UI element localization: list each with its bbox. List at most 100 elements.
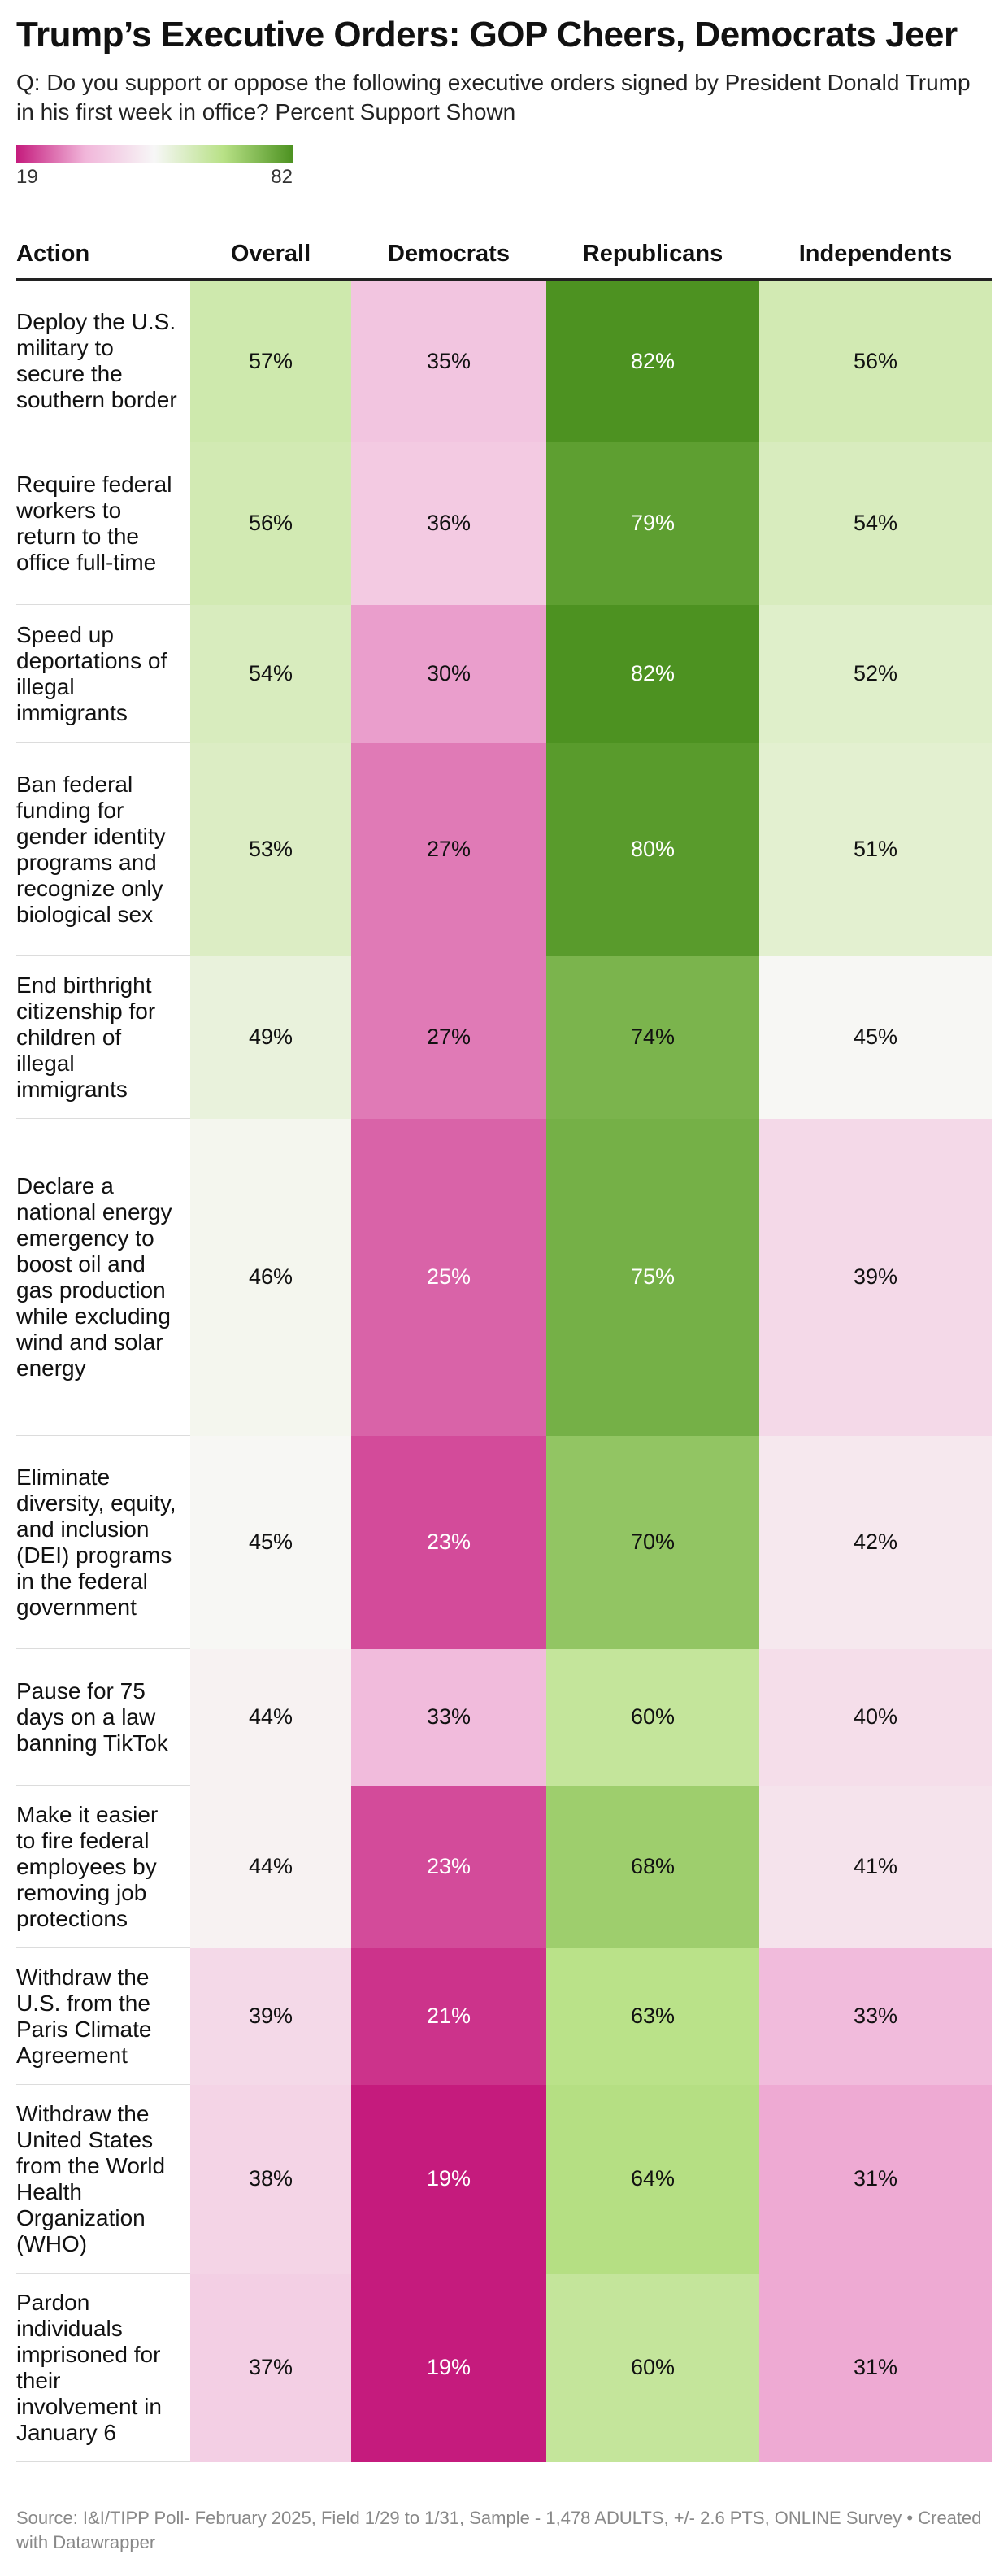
cell-value: 23% <box>426 1530 471 1554</box>
heat-cell-democrats: 36% <box>351 442 546 605</box>
heat-cell-independents: 39% <box>759 1118 992 1436</box>
heat-cell-overall: 53% <box>190 742 351 956</box>
heat-cell-democrats: 35% <box>351 279 546 442</box>
cell-value: 25% <box>426 1264 471 1289</box>
cell-value: 33% <box>853 2004 898 2028</box>
table-row: Eliminate diversity, equity, and inclusi… <box>16 1435 992 1649</box>
table-row: End birthright citizenship for children … <box>16 955 992 1119</box>
heat-cell-democrats: 27% <box>351 955 546 1119</box>
heat-cell-overall: 38% <box>190 2084 351 2274</box>
legend-max-label: 82 <box>271 166 293 188</box>
cell-value: 44% <box>248 1704 293 1729</box>
cell-value: 60% <box>630 2355 676 2379</box>
heat-cell-republicans: 60% <box>546 1648 759 1786</box>
heat-cell-democrats: 23% <box>351 1435 546 1649</box>
cell-value: 37% <box>248 2355 293 2379</box>
heat-cell-overall: 44% <box>190 1785 351 1948</box>
row-action-label: Eliminate diversity, equity, and inclusi… <box>16 1435 190 1649</box>
cell-value: 53% <box>248 837 293 861</box>
heat-cell-independents: 33% <box>759 1947 992 2085</box>
table-body: Deploy the U.S. military to secure the s… <box>16 279 992 2462</box>
heat-cell-overall: 46% <box>190 1118 351 1436</box>
cell-value: 60% <box>630 1704 676 1729</box>
cell-value: 68% <box>630 1854 676 1878</box>
heat-cell-republicans: 82% <box>546 604 759 743</box>
heatmap-table: Action Overall Democrats Republicans Ind… <box>16 229 992 2462</box>
row-action-label: Declare a national energy emergency to b… <box>16 1118 190 1436</box>
heat-cell-democrats: 25% <box>351 1118 546 1436</box>
row-action-label: Speed up deportations of illegal immigra… <box>16 604 190 743</box>
cell-value: 52% <box>853 661 898 685</box>
row-action-label: Ban federal funding for gender identity … <box>16 742 190 956</box>
chart-title: Trump’s Executive Orders: GOP Cheers, De… <box>16 15 958 54</box>
heat-cell-republicans: 75% <box>546 1118 759 1436</box>
heat-cell-independents: 31% <box>759 2273 992 2462</box>
heat-cell-independents: 42% <box>759 1435 992 1649</box>
cell-value: 35% <box>426 348 471 373</box>
heat-cell-democrats: 23% <box>351 1785 546 1948</box>
heat-cell-overall: 57% <box>190 279 351 442</box>
heat-cell-overall: 56% <box>190 442 351 605</box>
heat-cell-republicans: 60% <box>546 2273 759 2462</box>
heat-cell-independents: 52% <box>759 604 992 743</box>
table-row: Require federal workers to return to the… <box>16 442 992 605</box>
heat-cell-overall: 44% <box>190 1648 351 1786</box>
cell-value: 56% <box>853 348 898 373</box>
column-header-republicans: Republicans <box>546 229 759 281</box>
table-row: Pause for 75 days on a law banning TikTo… <box>16 1648 992 1786</box>
cell-value: 41% <box>853 1854 898 1878</box>
table-row: Declare a national energy emergency to b… <box>16 1118 992 1436</box>
heat-cell-overall: 54% <box>190 604 351 743</box>
row-action-label: Pardon individuals imprisoned for their … <box>16 2273 190 2462</box>
heat-cell-independents: 41% <box>759 1785 992 1948</box>
cell-value: 23% <box>426 1854 471 1878</box>
cell-value: 49% <box>248 1025 293 1049</box>
heat-cell-overall: 45% <box>190 1435 351 1649</box>
cell-value: 39% <box>853 1264 898 1289</box>
cell-value: 75% <box>630 1264 676 1289</box>
cell-value: 57% <box>248 348 293 373</box>
cell-value: 42% <box>853 1530 898 1554</box>
row-action-label: Withdraw the United States from the Worl… <box>16 2084 190 2274</box>
heat-cell-republicans: 74% <box>546 955 759 1119</box>
heat-cell-republicans: 80% <box>546 742 759 956</box>
cell-value: 74% <box>630 1025 676 1049</box>
row-action-label: End birthright citizenship for children … <box>16 955 190 1119</box>
heat-cell-independents: 45% <box>759 955 992 1119</box>
row-action-label: Pause for 75 days on a law banning TikTo… <box>16 1648 190 1786</box>
cell-value: 82% <box>630 661 676 685</box>
heat-cell-independents: 31% <box>759 2084 992 2274</box>
cell-value: 54% <box>248 661 293 685</box>
cell-value: 40% <box>853 1704 898 1729</box>
table-row: Deploy the U.S. military to secure the s… <box>16 279 992 442</box>
column-header-independents: Independents <box>759 229 992 281</box>
row-action-label: Require federal workers to return to the… <box>16 442 190 605</box>
table-row: Make it easier to fire federal employees… <box>16 1785 992 1948</box>
table-row: Pardon individuals imprisoned for their … <box>16 2273 992 2462</box>
heat-cell-overall: 37% <box>190 2273 351 2462</box>
column-header-overall: Overall <box>190 229 351 281</box>
chart-subtitle: Q: Do you support or oppose the followin… <box>16 70 971 124</box>
heat-cell-overall: 39% <box>190 1947 351 2085</box>
cell-value: 79% <box>630 511 676 535</box>
cell-value: 63% <box>630 2004 676 2028</box>
row-action-label: Deploy the U.S. military to secure the s… <box>16 279 190 442</box>
heat-cell-republicans: 64% <box>546 2084 759 2274</box>
color-legend: 19 82 <box>16 145 293 190</box>
cell-value: 21% <box>426 2004 471 2028</box>
cell-value: 33% <box>426 1704 471 1729</box>
cell-value: 19% <box>426 2355 471 2379</box>
heat-cell-independents: 56% <box>759 279 992 442</box>
heat-cell-republicans: 70% <box>546 1435 759 1649</box>
cell-value: 56% <box>248 511 293 535</box>
table-row: Speed up deportations of illegal immigra… <box>16 604 992 743</box>
heat-cell-independents: 40% <box>759 1648 992 1786</box>
heat-cell-democrats: 19% <box>351 2084 546 2274</box>
cell-value: 27% <box>426 837 471 861</box>
cell-value: 51% <box>853 837 898 861</box>
cell-value: 46% <box>248 1264 293 1289</box>
cell-value: 39% <box>248 2004 293 2028</box>
column-header-action: Action <box>16 229 190 281</box>
heat-cell-republicans: 68% <box>546 1785 759 1948</box>
cell-value: 64% <box>630 2166 676 2191</box>
